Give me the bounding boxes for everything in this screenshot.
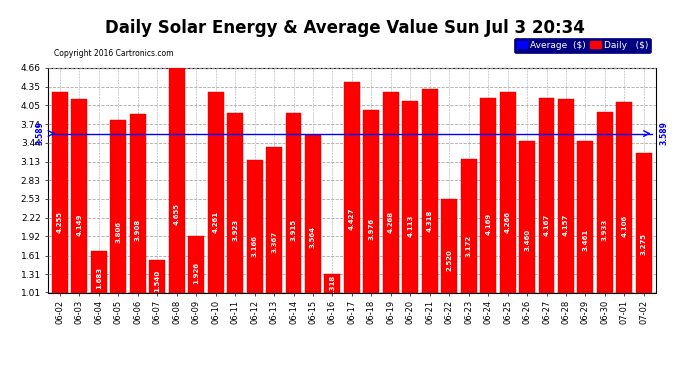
- Bar: [324, 273, 340, 292]
- Text: 3.367: 3.367: [271, 231, 277, 253]
- Text: 3.589: 3.589: [35, 122, 44, 146]
- Text: 3.915: 3.915: [290, 219, 297, 241]
- Bar: [578, 141, 593, 292]
- Bar: [441, 200, 457, 292]
- Bar: [227, 113, 243, 292]
- Text: 3.976: 3.976: [368, 217, 375, 240]
- Text: 1.683: 1.683: [96, 267, 102, 289]
- Text: 3.908: 3.908: [135, 219, 141, 241]
- Bar: [188, 236, 204, 292]
- Text: 4.255: 4.255: [57, 211, 63, 234]
- Bar: [91, 251, 107, 292]
- Text: 3.166: 3.166: [252, 235, 257, 257]
- Bar: [519, 141, 535, 292]
- Bar: [344, 82, 360, 292]
- Text: 3.589: 3.589: [660, 122, 669, 146]
- Bar: [110, 120, 126, 292]
- Text: 2.520: 2.520: [446, 249, 452, 271]
- Bar: [422, 88, 437, 292]
- Text: 4.318: 4.318: [426, 210, 433, 232]
- Bar: [149, 260, 166, 292]
- Text: 4.167: 4.167: [544, 213, 549, 236]
- Text: Daily Solar Energy & Average Value Sun Jul 3 20:34: Daily Solar Energy & Average Value Sun J…: [105, 19, 585, 37]
- Bar: [246, 160, 263, 292]
- Bar: [402, 101, 418, 292]
- Text: 1.926: 1.926: [193, 262, 199, 284]
- Text: 3.923: 3.923: [232, 219, 238, 241]
- Bar: [364, 110, 380, 292]
- Bar: [636, 153, 652, 292]
- Text: 3.461: 3.461: [582, 228, 589, 251]
- Bar: [461, 159, 477, 292]
- Text: 4.266: 4.266: [504, 211, 511, 233]
- Text: 4.268: 4.268: [388, 211, 394, 233]
- Legend: Average  ($), Daily   ($): Average ($), Daily ($): [514, 38, 651, 53]
- Bar: [286, 113, 302, 292]
- Text: 3.564: 3.564: [310, 226, 316, 249]
- Text: 3.460: 3.460: [524, 228, 530, 251]
- Text: 3.172: 3.172: [466, 235, 472, 257]
- Text: 3.806: 3.806: [115, 221, 121, 243]
- Bar: [538, 98, 555, 292]
- Text: 4.157: 4.157: [563, 213, 569, 236]
- Bar: [480, 98, 496, 292]
- Text: 4.149: 4.149: [77, 213, 82, 236]
- Bar: [130, 114, 146, 292]
- Bar: [72, 99, 88, 292]
- Bar: [383, 92, 399, 292]
- Bar: [558, 99, 574, 292]
- Bar: [208, 92, 224, 292]
- Text: 4.106: 4.106: [622, 214, 627, 237]
- Text: 4.169: 4.169: [485, 213, 491, 236]
- Bar: [500, 92, 515, 292]
- Bar: [52, 93, 68, 292]
- Text: 4.655: 4.655: [174, 203, 180, 225]
- Text: 3.933: 3.933: [602, 218, 608, 240]
- Text: 4.261: 4.261: [213, 211, 219, 233]
- Text: 4.427: 4.427: [349, 208, 355, 230]
- Text: 1.540: 1.540: [155, 270, 160, 292]
- Text: 4.113: 4.113: [407, 214, 413, 237]
- Text: 3.275: 3.275: [641, 232, 647, 255]
- Bar: [616, 102, 632, 292]
- Bar: [169, 68, 185, 292]
- Bar: [305, 135, 321, 292]
- Bar: [597, 112, 613, 292]
- Text: 1.318: 1.318: [329, 275, 335, 297]
- Text: Copyright 2016 Cartronics.com: Copyright 2016 Cartronics.com: [55, 50, 174, 58]
- Bar: [266, 147, 282, 292]
